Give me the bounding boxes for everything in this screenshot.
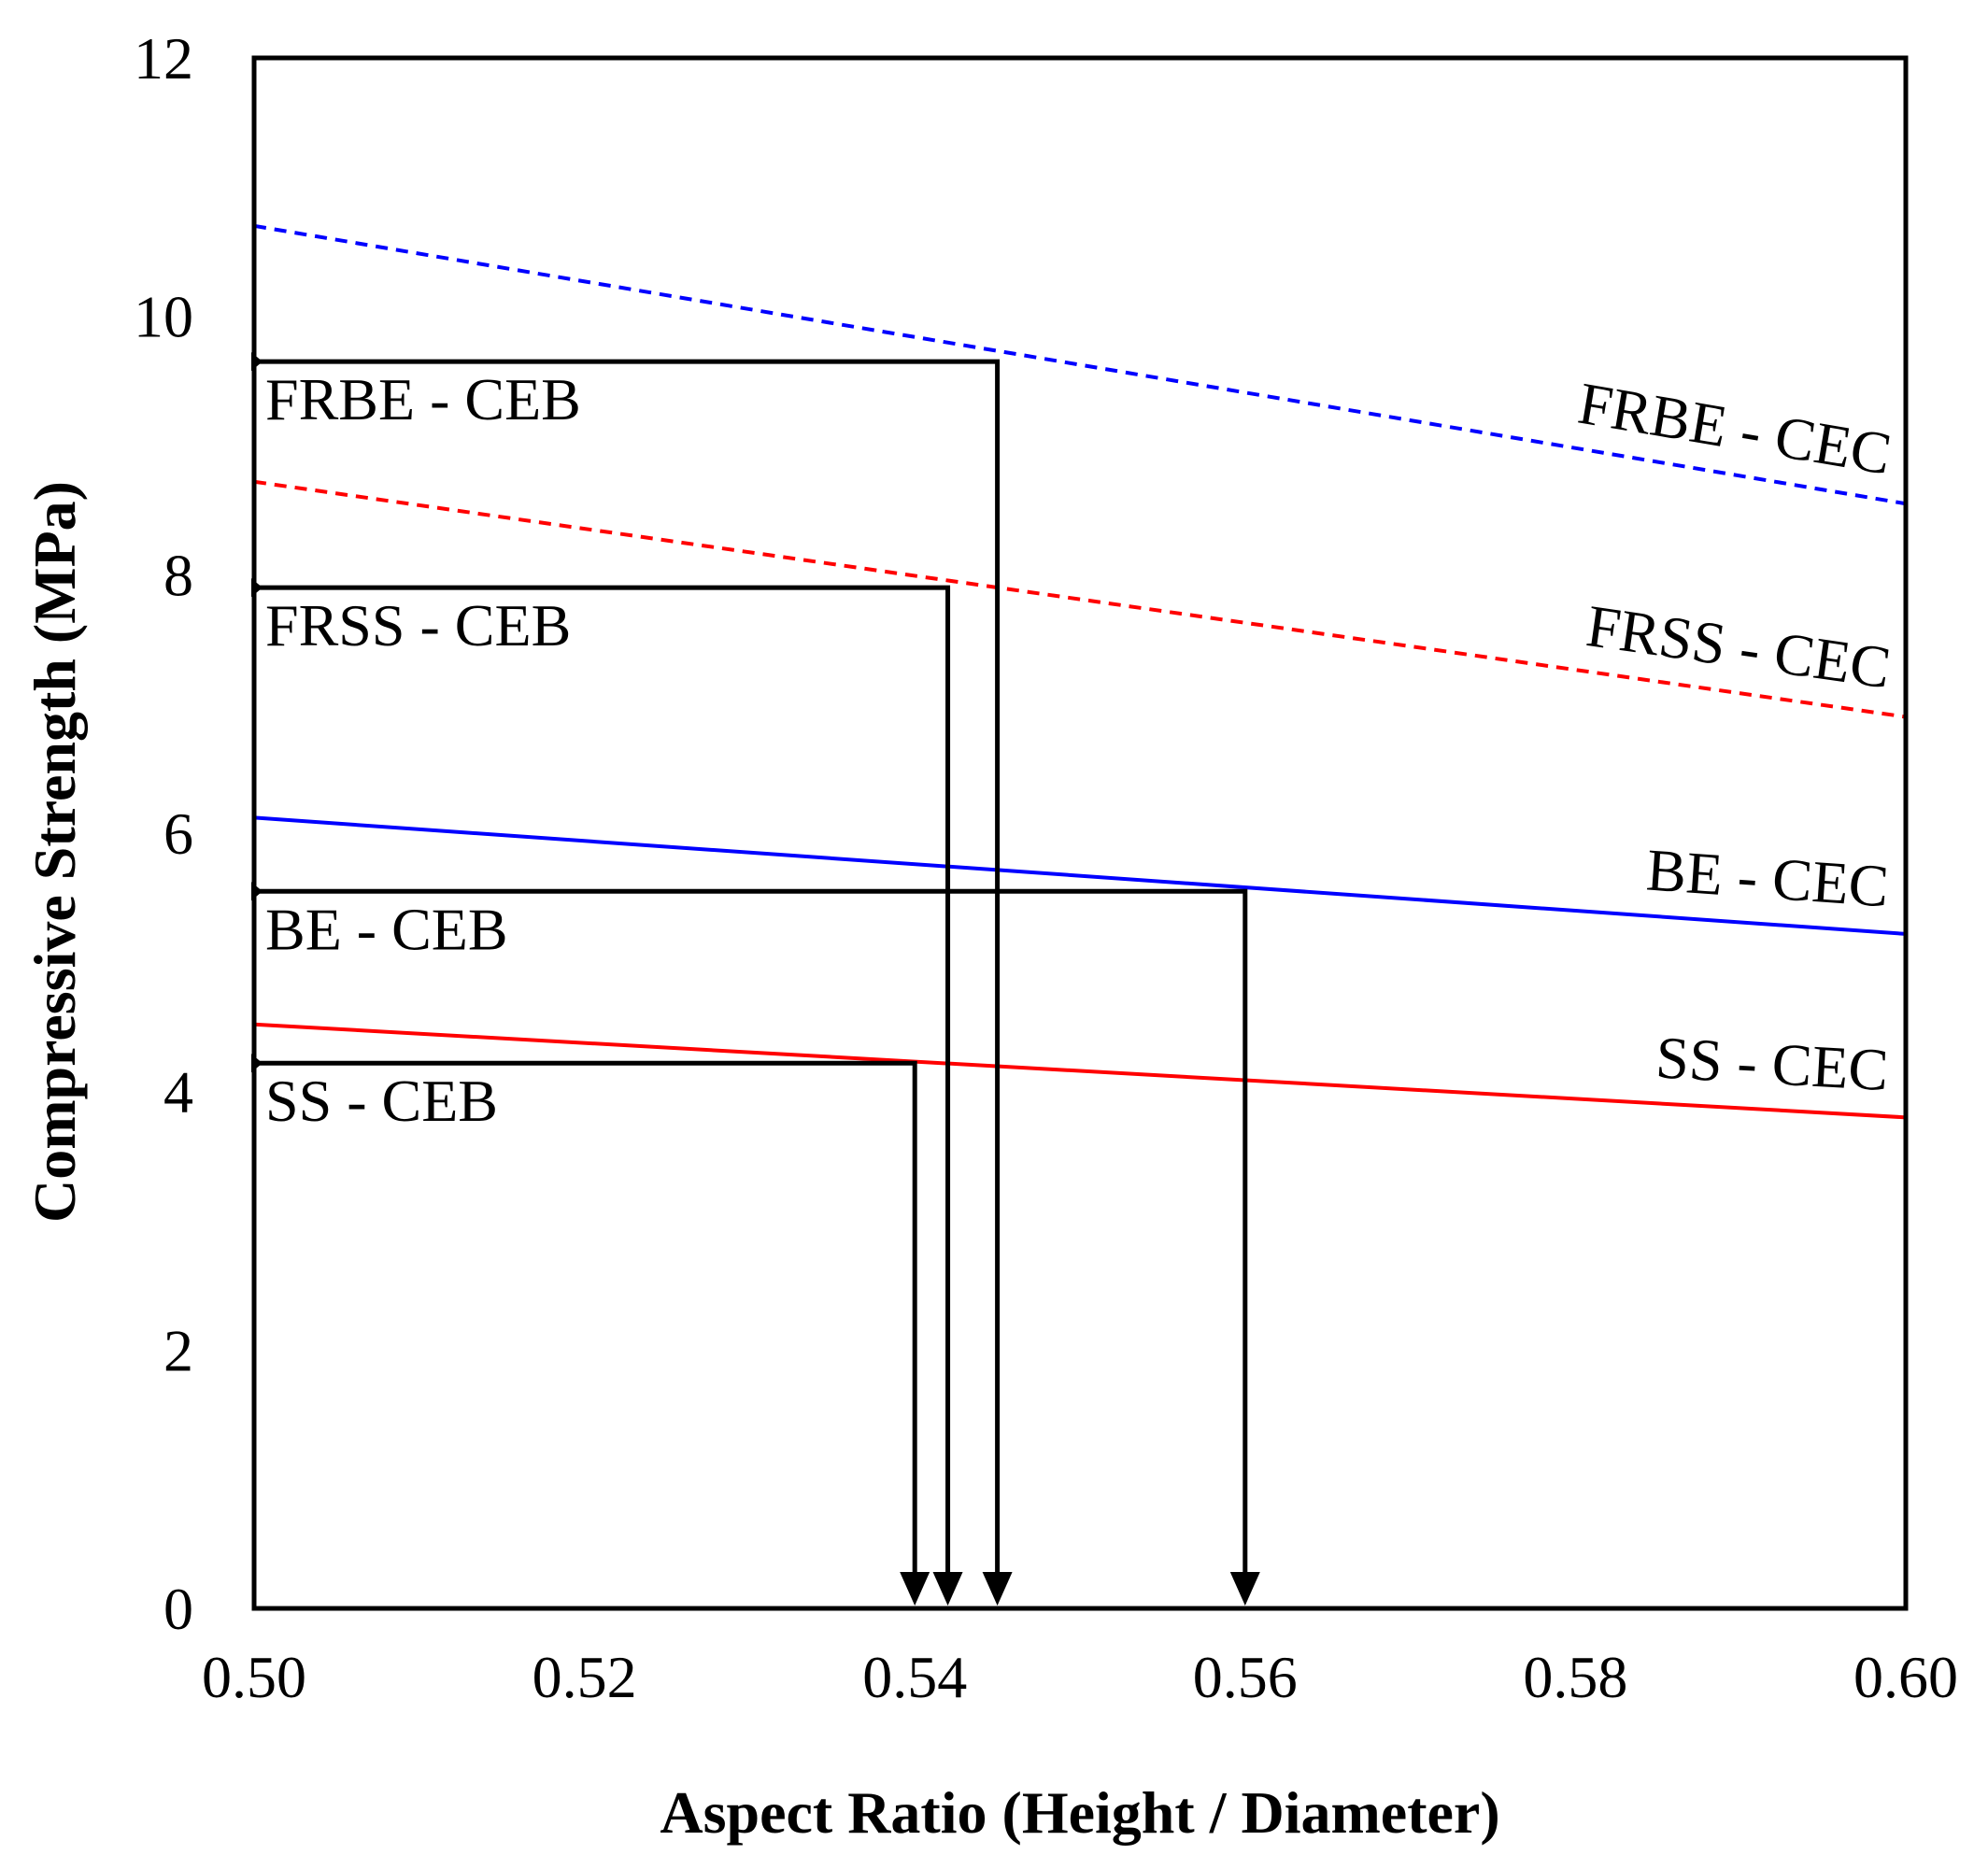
reference-arrow-1 [982, 1572, 1013, 1606]
reference-label-3: BE - CEB [265, 896, 508, 962]
series-label-3: BE - CEC [1644, 836, 1891, 919]
y-tick-label: 8 [163, 542, 193, 608]
plot-area: FRBE - CEB FRSS - CEB BE - CEB SS - CEB FRBE… [251, 223, 1907, 1606]
reference-arrow-4 [900, 1572, 930, 1606]
series-label-4: SS - CEC [1654, 1024, 1891, 1103]
x-tick-label: 0.50 [202, 1644, 306, 1710]
series-label-2: FRSS - CEC [1583, 592, 1895, 701]
series-label-1: FRBE - CEC [1574, 370, 1896, 488]
reference-arrow-3 [1229, 1572, 1260, 1606]
series-line-3 [253, 815, 1907, 936]
series-line-2 [253, 479, 1907, 719]
y-tick-label: 10 [134, 284, 193, 350]
x-tick-label: 0.54 [862, 1644, 967, 1710]
reference-arrow-2 [932, 1572, 963, 1606]
series-line-4 [253, 1022, 1907, 1120]
reference-label-4: SS - CEB [265, 1068, 498, 1134]
x-tick-label: 0.56 [1193, 1644, 1298, 1710]
y-tick-label: 6 [163, 800, 193, 867]
y-tick-label: 0 [163, 1576, 193, 1642]
y-tick-label: 2 [163, 1317, 193, 1383]
x-tick-label: 0.52 [532, 1644, 637, 1710]
y-tick-label: 12 [134, 25, 193, 92]
series-line-1 [253, 223, 1907, 506]
y-axis-title: Compressive Strength (MPa) [21, 481, 88, 1223]
reference-label-2: FRSS - CEB [265, 592, 571, 658]
x-tick-label: 0.58 [1523, 1644, 1627, 1710]
y-tick-label: 4 [163, 1059, 193, 1126]
x-tick-label: 0.60 [1853, 1644, 1958, 1710]
reference-line-3 [254, 888, 1248, 1572]
reference-line-4 [254, 1060, 917, 1572]
reference-line-2 [254, 585, 951, 1572]
reference-line-1 [254, 359, 1001, 1572]
x-axis-title: Aspect Ratio (Height / Diameter) [660, 1779, 1499, 1846]
plot-frame [251, 55, 1909, 1611]
tick-labels: 0.50 0.52 0.54 0.56 0.58 0.60 0 2 4 6 8 10 12 [134, 25, 1958, 1710]
reference-label-1: FRBE - CEB [265, 366, 581, 432]
